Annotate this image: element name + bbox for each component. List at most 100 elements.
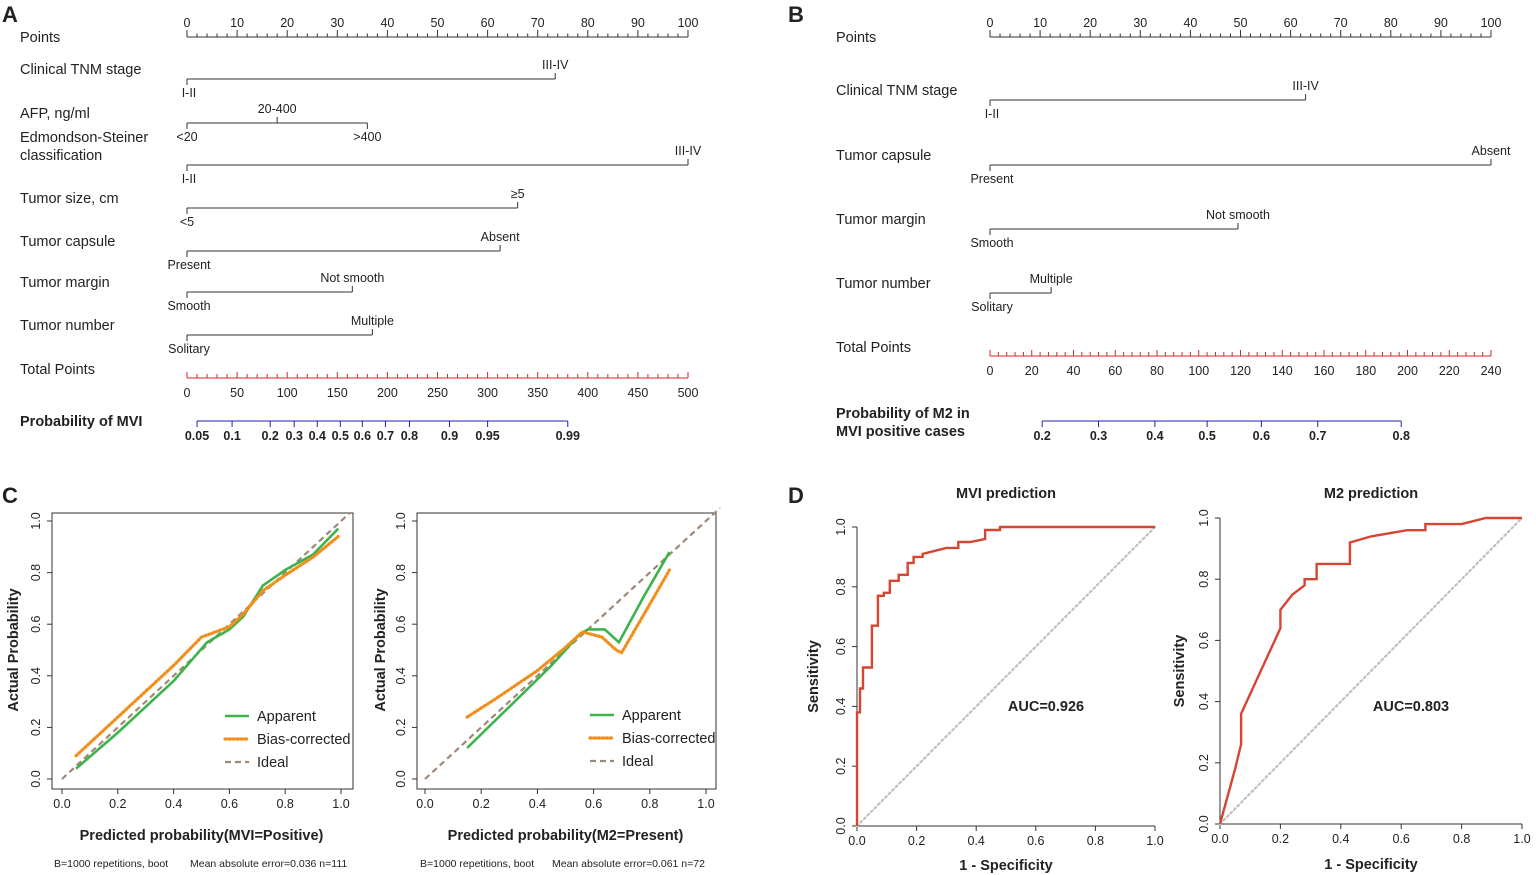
- x-tick-label: 0.0: [1211, 832, 1228, 846]
- series-ideal: [61, 512, 351, 780]
- y-tick-label: 0.8: [394, 564, 408, 581]
- x-axis-title: Predicted probability(M2=Present): [448, 828, 684, 844]
- probability-tick-label: 0.4: [1146, 429, 1163, 443]
- series-roc: [1218, 516, 1522, 825]
- legend-label: Apparent: [622, 708, 681, 724]
- variable-label: Tumor size, cm: [20, 191, 119, 207]
- level-label: Solitary: [971, 300, 1013, 314]
- plot-c2: 0.0 0.0 0.2 0.2 0.4 0.4 0.6 0.6 0.8 0.8 1.0 1.0 Pred…: [373, 507, 721, 870]
- legend-label: Apparent: [257, 709, 316, 725]
- footnote-bootstrap: B=1000 repetitions, boot: [54, 858, 168, 870]
- nomogram-b: Points 0 10 20 30 40 50 60 70 80 90 100 Clinical TNM…: [836, 16, 1511, 443]
- total-tick-label: 500: [678, 386, 699, 400]
- level-label: I-II: [182, 86, 197, 100]
- total-tick-label: 350: [527, 386, 548, 400]
- y-tick-label: 0.0: [394, 770, 408, 787]
- points-label: Points: [836, 30, 876, 46]
- points-tick-label: 20: [1083, 16, 1097, 30]
- total-tick-label: 240: [1481, 364, 1502, 378]
- x-tick-label: 0.4: [1332, 832, 1349, 846]
- x-tick-label: 1.0: [332, 797, 349, 811]
- probability-label: Probability of MVI: [20, 414, 142, 430]
- footnote-bootstrap: B=1000 repetitions, boot: [420, 858, 534, 870]
- legend-label: Bias-corrected: [622, 731, 715, 747]
- total-tick-label: 60: [1108, 364, 1122, 378]
- variable-label: Tumor capsule: [836, 148, 931, 164]
- points-tick-label: 40: [1183, 16, 1197, 30]
- legend-label: Ideal: [622, 754, 653, 770]
- probability-tick-label: 0.7: [1309, 429, 1326, 443]
- y-axis-title: Sensitivity: [806, 640, 822, 713]
- x-axis-title: Predicted probability(MVI=Positive): [80, 828, 324, 844]
- level-label: >400: [353, 130, 381, 144]
- variable-label: Clinical TNM stage: [20, 62, 141, 78]
- y-axis-title: Actual Probability: [373, 588, 389, 711]
- y-tick-label: 0.8: [1197, 570, 1211, 587]
- level-label: Present: [167, 258, 211, 272]
- probability-tick-label: 0.2: [1033, 429, 1050, 443]
- total-tick-label: 120: [1230, 364, 1251, 378]
- y-tick-label: 0.2: [394, 719, 408, 736]
- plot-frame: [51, 512, 354, 790]
- level-label: Multiple: [351, 314, 394, 328]
- variable-label: Tumor number: [20, 318, 115, 334]
- variable-label: Tumor capsule: [20, 234, 115, 250]
- points-tick-label: 10: [230, 16, 244, 30]
- series-bias-corrected: [74, 534, 340, 758]
- footnote-error: Mean absolute error=0.061 n=72: [552, 858, 705, 870]
- y-tick-label: 1.0: [1197, 509, 1211, 526]
- plot-d2: 0.00.0 0.2 0.2 0.4 0.4 0.6 0.6 0.8 0.8 1.0 1.0 1 - …: [1172, 486, 1531, 873]
- total-tick-label: 0: [184, 386, 191, 400]
- points-tick-label: 20: [280, 16, 294, 30]
- x-tick-label: 0.2: [109, 797, 126, 811]
- total-tick-label: 50: [230, 386, 244, 400]
- auc-annotation: AUC=0.926: [1008, 699, 1084, 715]
- x-tick-label: 0.8: [1087, 834, 1104, 848]
- level-label: I-II: [182, 172, 197, 186]
- y-tick-label: 0.4: [1197, 693, 1211, 710]
- level-label: 20-400: [258, 102, 297, 116]
- points-tick-label: 80: [1384, 16, 1398, 30]
- level-label: Smooth: [167, 299, 210, 313]
- level-label: Absent: [481, 230, 520, 244]
- level-label: III-IV: [1292, 79, 1319, 93]
- legend-label: Bias-corrected: [257, 732, 350, 748]
- total-tick-label: 180: [1355, 364, 1376, 378]
- points-tick-label: 40: [380, 16, 394, 30]
- variable-label: Tumor number: [836, 276, 931, 292]
- probability-tick-label: 0.05: [185, 429, 209, 443]
- total-tick-label: 200: [377, 386, 398, 400]
- level-label: Absent: [1472, 144, 1511, 158]
- points-label: Points: [20, 30, 60, 46]
- total-tick-label: 400: [577, 386, 598, 400]
- points-tick-label: 60: [1284, 16, 1298, 30]
- x-tick-label: 1.0: [697, 797, 714, 811]
- points-tick-label: 0: [987, 16, 994, 30]
- x-axis-title: 1 - Specificity: [959, 858, 1052, 874]
- total-points-label: Total Points: [20, 362, 95, 378]
- panel-letter-d: D: [788, 483, 804, 508]
- total-tick-label: 250: [427, 386, 448, 400]
- total-tick-label: 20: [1025, 364, 1039, 378]
- y-tick-label: 0.8: [29, 564, 43, 581]
- y-tick-label: 0.0: [29, 770, 43, 787]
- total-tick-label: 160: [1314, 364, 1335, 378]
- y-tick-label: 0.2: [1197, 754, 1211, 771]
- probability-tick-label: 0.5: [332, 429, 349, 443]
- x-tick-label: 0.2: [473, 797, 490, 811]
- points-tick-label: 90: [631, 16, 645, 30]
- level-label: I-II: [985, 107, 1000, 121]
- points-tick-label: 0: [184, 16, 191, 30]
- series-roc: [855, 525, 1155, 826]
- y-tick-label: 1.0: [394, 512, 408, 529]
- level-label: <20: [176, 130, 197, 144]
- x-tick-label: 0.4: [529, 797, 546, 811]
- total-tick-label: 200: [1397, 364, 1418, 378]
- probability-tick-label: 0.4: [309, 429, 326, 443]
- points-tick-label: 50: [1234, 16, 1248, 30]
- points-tick-label: 70: [531, 16, 545, 30]
- points-tick-label: 90: [1434, 16, 1448, 30]
- total-points-label: Total Points: [836, 340, 911, 356]
- y-axis-title: Actual Probability: [6, 588, 22, 711]
- total-tick-label: 80: [1150, 364, 1164, 378]
